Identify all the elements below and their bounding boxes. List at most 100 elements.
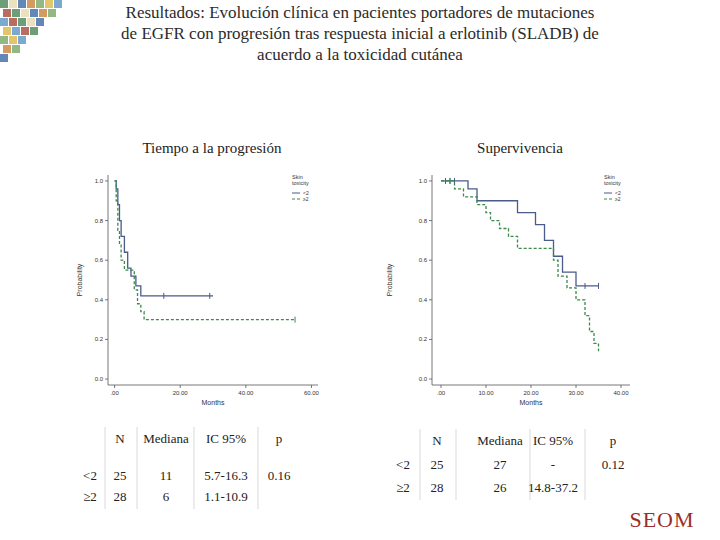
table-p-value: 0.16 [268,468,291,483]
y-tick-label: 1.0 [95,178,104,184]
y-tick-label: 0.8 [95,218,104,224]
survival-curve [115,181,213,296]
mosaic-tile [48,9,56,17]
slide-title: acuerdo a la toxicidad cutánea [257,45,463,64]
x-tick-label: 20.00 [523,390,539,396]
survival-curve [441,181,599,286]
y-tick [105,260,108,261]
censor-mark [450,178,451,184]
mosaic-tile [30,27,38,35]
x-tick-label: .00 [437,390,446,396]
table-p-value: 0.12 [602,457,625,472]
y-tick-label: 0.2 [95,336,104,342]
table-rule [194,427,195,509]
table-cell: 14.8-37.2 [528,480,578,495]
legend-label: ≥2 [303,196,309,202]
table-header: p [610,433,617,448]
table-cell: 11 [160,468,173,483]
table-cell: <2 [396,457,410,472]
table-cell: 26 [494,480,508,495]
table-cell: ≥2 [396,480,410,495]
table-cell: 25 [431,457,444,472]
table-cell: 5.7-16.3 [204,468,247,483]
mosaic-tile [9,0,17,8]
y-tick-label: 0.2 [419,336,428,342]
legend-title: Skin toxicity [604,174,621,186]
x-tick [441,385,442,388]
survival-curve [115,181,295,320]
censor-mark [295,317,296,323]
mosaic-tile [9,36,17,44]
y-tick-label: 0.8 [419,218,428,224]
legend: Skin toxicity<2≥2 [292,174,309,202]
slide-title: de EGFR con progresión tras respuesta in… [121,24,599,43]
table-cell: 6 [163,489,170,504]
x-tick [180,385,181,388]
table-rule [420,429,421,500]
slide: Resultados: Evolución clínica en pacient… [0,0,720,540]
stats-table: NMedianaIC 95%p<22527-≥2282614.8-37.20.1… [396,429,624,500]
y-tick-label: 0.4 [95,297,104,303]
table-rule [105,427,106,509]
canvas: Resultados: Evolución clínica en pacient… [0,0,720,540]
mosaic-tile [12,27,20,35]
background [0,0,720,540]
table-header: N [115,431,125,446]
y-tick-label: 0.6 [419,257,428,263]
legend-title: Skin toxicity [292,174,309,186]
mosaic-tile [27,0,35,8]
table-cell: 27 [494,457,508,472]
legend-swatch [292,199,300,200]
censor-mark [209,293,210,299]
x-tick-label: 20.00 [173,390,189,396]
survival-curve [441,181,599,351]
slide-title: Resultados: Evolución clínica en pacient… [126,3,595,22]
x-tick-label: .00 [110,390,119,396]
x-tick-label: 10.00 [478,390,494,396]
mosaic-tile [27,18,35,26]
mosaic-tile [45,0,53,8]
table-rule [137,427,138,509]
mosaic-tile [0,0,8,8]
x-tick [114,385,115,388]
table-rule [258,427,259,509]
y-tick [429,260,432,261]
chart: Tiempo a la progresión 0.0 0.2 0.4 0.6 0.8 1.0… [76,140,320,406]
table-header: IC 95% [533,433,573,448]
table-cell: <2 [83,468,97,483]
mosaic-decoration [0,0,62,62]
y-tick-label: 0.6 [95,257,104,263]
y-tick [105,220,108,221]
mosaic-tile [3,45,11,53]
mosaic-tile [3,9,11,17]
y-tick-label: 1.0 [419,178,428,184]
mosaic-tile [36,0,44,8]
legend-swatch [604,199,612,200]
mosaic-tile [12,9,20,17]
table-header: p [276,431,283,446]
legend-swatch [604,193,612,194]
y-tick [105,180,108,181]
table-rule [456,429,457,500]
mosaic-tile [0,36,8,44]
censor-mark [163,293,164,299]
x-axis-label: Months [202,399,225,406]
mosaic-tile [12,45,20,53]
y-axis [108,175,109,385]
stats-table: NMedianaIC 95%p<225115.7-16.3≥22861.1-10… [83,427,291,509]
y-tick [429,379,432,380]
x-tick-label: 40.00 [238,390,254,396]
y-tick-label: 0.0 [95,376,104,382]
legend: Skin toxicity<2≥2 [604,174,621,202]
table-rule [585,429,586,500]
mosaic-tile [0,54,8,62]
y-tick [429,180,432,181]
table-header: Mediana [477,433,523,448]
mosaic-tile [30,9,38,17]
plot-area [441,178,599,351]
chart-title: Tiempo a la progresión [142,140,282,156]
y-tick [105,339,108,340]
mosaic-tile [39,9,47,17]
mosaic-tile [18,18,26,26]
x-tick [531,385,532,388]
